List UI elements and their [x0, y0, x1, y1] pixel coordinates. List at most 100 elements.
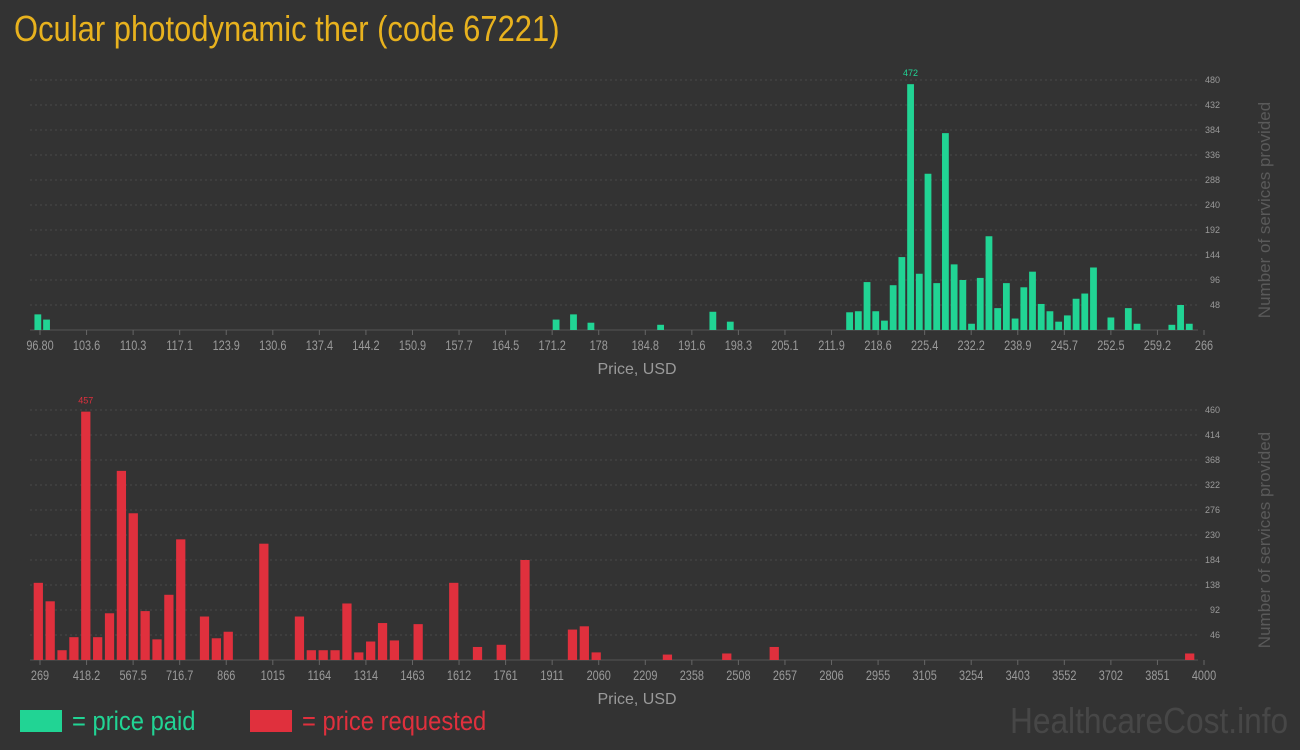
- y-tick-label: 414: [1205, 430, 1220, 440]
- bar: [1055, 321, 1063, 330]
- x-tick-label: 191.6: [678, 338, 705, 354]
- price-paid-chart: 48 96 144 192 240 288 336 384 432 480 472 96.80 103.…: [26, 68, 1274, 378]
- y-tick-label: 384: [1205, 125, 1220, 135]
- bar: [657, 324, 664, 330]
- x-tick-label: 2358: [680, 668, 704, 684]
- x-tick-label: 1015: [261, 668, 285, 684]
- legend-requested-label: = price requested: [302, 705, 487, 736]
- peak-label: 457: [78, 396, 93, 406]
- bar: [413, 624, 423, 660]
- x-axis-title: Price, USD: [597, 691, 676, 708]
- y-tick-label: 46: [1210, 630, 1220, 640]
- bar: [377, 623, 388, 660]
- bar: [994, 308, 1002, 330]
- bar: [1011, 318, 1019, 330]
- legend-paid-label: = price paid: [72, 705, 196, 736]
- y-tick-label: 460: [1205, 405, 1220, 415]
- y-tick-label: 144: [1205, 250, 1220, 260]
- bar: [33, 582, 43, 660]
- x-tick-label: 3702: [1099, 668, 1123, 684]
- bar: [1124, 308, 1132, 330]
- bar: [81, 411, 91, 660]
- x-tick-label: 3552: [1052, 668, 1076, 684]
- x-tick-label: 198.3: [725, 338, 752, 354]
- y-tick-label: 192: [1205, 225, 1220, 235]
- x-tick-label: 866: [217, 668, 235, 684]
- bar: [881, 320, 888, 330]
- x-tick-label: 103.6: [73, 338, 100, 354]
- bar: [959, 280, 967, 330]
- bar: [104, 613, 115, 660]
- legend-price-requested: = price requested: [250, 704, 511, 738]
- y-tick-label: 230: [1205, 530, 1220, 540]
- y-tick-label: 336: [1205, 150, 1220, 160]
- bar: [1029, 271, 1036, 330]
- x-tick-label: 211.9: [818, 338, 845, 354]
- x-tick-label: 150.9: [399, 338, 426, 354]
- legend-paid-swatch: [20, 710, 62, 732]
- x-tick-label: 110.3: [120, 338, 147, 354]
- bar: [907, 84, 914, 330]
- bar: [1046, 311, 1054, 330]
- bar: [769, 646, 779, 660]
- x-tick-label: 3105: [912, 668, 936, 684]
- bar: [567, 629, 578, 660]
- x-tick-label: 2209: [633, 668, 657, 684]
- bar: [496, 644, 506, 660]
- bar: [472, 646, 483, 660]
- bar: [1020, 287, 1028, 330]
- x-tick-label: 218.6: [864, 338, 891, 354]
- legend-requested-swatch: [250, 710, 292, 732]
- x-tick-label: 418.2: [73, 668, 100, 684]
- x-tick-label: 1314: [354, 668, 378, 684]
- x-tick-label: 716.7: [166, 668, 193, 684]
- bar: [709, 311, 717, 330]
- bar: [1090, 267, 1097, 330]
- y-tick-label: 368: [1205, 455, 1220, 465]
- bar: [1133, 323, 1141, 330]
- bar: [1002, 283, 1010, 330]
- x-tick-label: 157.7: [445, 338, 472, 354]
- x-tick-label: 4000: [1192, 668, 1216, 684]
- bar: [872, 311, 880, 330]
- x-tick-label: 164.5: [492, 338, 519, 354]
- x-axis-title: Price, USD: [597, 361, 676, 378]
- bar: [846, 312, 854, 330]
- bar: [294, 616, 305, 660]
- bar: [330, 650, 340, 660]
- bar: [1168, 324, 1176, 330]
- bar: [1185, 653, 1195, 660]
- y-tick-label: 48: [1210, 300, 1220, 310]
- y-tick-label: 432: [1205, 100, 1220, 110]
- bar: [552, 319, 560, 330]
- x-tick-label: 3254: [959, 668, 983, 684]
- x-tick-label: 205.1: [771, 338, 798, 354]
- bar: [976, 277, 984, 330]
- x-tick-label: 3403: [1006, 668, 1030, 684]
- bar: [128, 513, 138, 660]
- bar: [726, 321, 734, 330]
- y-tick-label: 96: [1210, 275, 1220, 285]
- bar: [915, 273, 923, 330]
- bar: [43, 319, 50, 330]
- bar: [366, 641, 376, 660]
- y-tick-label: 138: [1205, 580, 1220, 590]
- bar: [924, 173, 932, 330]
- bar: [259, 543, 269, 660]
- x-tick-label: 2955: [866, 668, 890, 684]
- x-tick-label: 130.6: [259, 338, 286, 354]
- bar: [898, 257, 906, 330]
- x-tick-label: 1911: [540, 668, 563, 684]
- y-tick-label: 240: [1205, 200, 1220, 210]
- x-tick-label: 2806: [819, 668, 843, 684]
- bar: [164, 594, 174, 660]
- bar: [591, 652, 601, 660]
- x-tick-label: 1164: [308, 668, 331, 684]
- bar: [1185, 323, 1193, 330]
- y-tick-label: 276: [1205, 505, 1220, 515]
- peak-label: 472: [903, 68, 918, 78]
- bar: [176, 539, 186, 660]
- y-tick-label: 480: [1205, 75, 1220, 85]
- bar: [93, 637, 103, 660]
- x-tick-label: 137.4: [306, 338, 333, 354]
